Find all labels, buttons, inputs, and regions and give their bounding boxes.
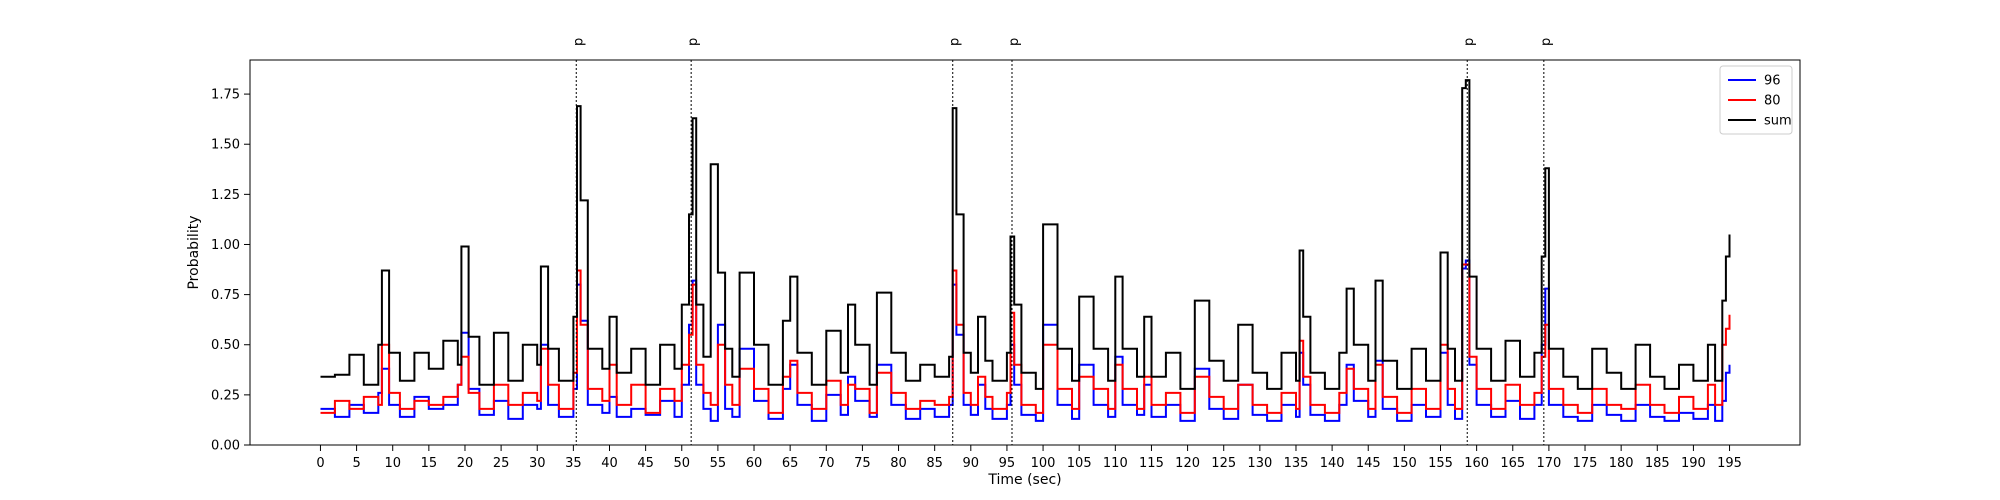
x-tick-label: 15	[421, 456, 438, 471]
x-tick-label: 30	[529, 456, 546, 471]
legend: 96 80 sum	[1719, 65, 1793, 135]
x-tick-label: 90	[963, 456, 980, 471]
marker-label: p	[1007, 38, 1022, 46]
x-tick-label: 170	[1536, 456, 1561, 471]
legend-label-80: 80	[1764, 94, 1781, 109]
x-tick-label: 45	[637, 456, 654, 471]
x-tick-label: 195	[1717, 456, 1742, 471]
x-tick-label: 190	[1681, 456, 1706, 471]
y-tick-label: 1.75	[211, 88, 240, 103]
series-line-80	[320, 263, 1731, 414]
x-tick-label: 115	[1139, 456, 1164, 471]
marker-label: p	[1539, 38, 1554, 46]
x-tick-label: 125	[1211, 456, 1236, 471]
marker-label: p	[948, 38, 963, 46]
series-layer	[320, 79, 1731, 422]
x-tick-label: 5	[352, 456, 360, 471]
x-tick-label: 165	[1500, 456, 1525, 471]
y-axis-ticks: 0.00 0.25 0.50 0.75 1.00 1.25 1.50 1.75	[211, 88, 250, 454]
x-axis-ticks: 0 5 10 15 20 25 30 35 40 45 50 55 60 65 70 75 80 85 90 95 10…	[316, 445, 1742, 471]
x-tick-label: 80	[890, 456, 907, 471]
y-tick-label: 1.50	[211, 138, 240, 153]
marker-label: p	[686, 38, 701, 46]
x-tick-label: 35	[565, 456, 582, 471]
legend-label-sum: sum	[1764, 114, 1792, 129]
y-tick-label: 1.00	[211, 238, 240, 253]
marker-label: p	[1462, 38, 1477, 46]
x-tick-label: 175	[1573, 456, 1598, 471]
x-tick-label: 65	[782, 456, 799, 471]
y-axis-label: Probability	[186, 215, 202, 289]
x-tick-label: 100	[1031, 456, 1056, 471]
x-tick-label: 155	[1428, 456, 1453, 471]
x-tick-label: 60	[746, 456, 763, 471]
series-line-sum	[320, 79, 1731, 390]
x-tick-label: 130	[1247, 456, 1272, 471]
x-tick-label: 85	[926, 456, 943, 471]
x-tick-label: 25	[493, 456, 510, 471]
x-tick-label: 75	[854, 456, 871, 471]
x-tick-label: 135	[1284, 456, 1309, 471]
x-tick-label: 110	[1103, 456, 1128, 471]
x-tick-label: 120	[1175, 456, 1200, 471]
x-tick-label: 140	[1320, 456, 1345, 471]
y-tick-label: 1.25	[211, 188, 240, 203]
x-tick-label: 150	[1392, 456, 1417, 471]
x-tick-label: 95	[999, 456, 1016, 471]
x-tick-label: 70	[818, 456, 835, 471]
x-axis-label: Time (sec)	[987, 472, 1061, 488]
x-tick-label: 185	[1645, 456, 1670, 471]
x-tick-label: 40	[601, 456, 618, 471]
y-tick-label: 0.50	[211, 338, 240, 353]
x-tick-label: 55	[710, 456, 727, 471]
y-tick-label: 0.75	[211, 288, 240, 303]
x-tick-label: 50	[673, 456, 690, 471]
y-tick-label: 0.00	[211, 439, 240, 454]
legend-label-96: 96	[1764, 74, 1781, 89]
x-tick-label: 160	[1464, 456, 1489, 471]
x-tick-label: 105	[1067, 456, 1092, 471]
marker-label: p	[571, 38, 586, 46]
x-tick-label: 0	[316, 456, 324, 471]
x-tick-label: 180	[1609, 456, 1634, 471]
x-tick-label: 20	[457, 456, 474, 471]
x-tick-label: 145	[1356, 456, 1381, 471]
y-tick-label: 0.25	[211, 388, 240, 403]
x-tick-label: 10	[384, 456, 401, 471]
plot-frame	[249, 59, 1801, 446]
